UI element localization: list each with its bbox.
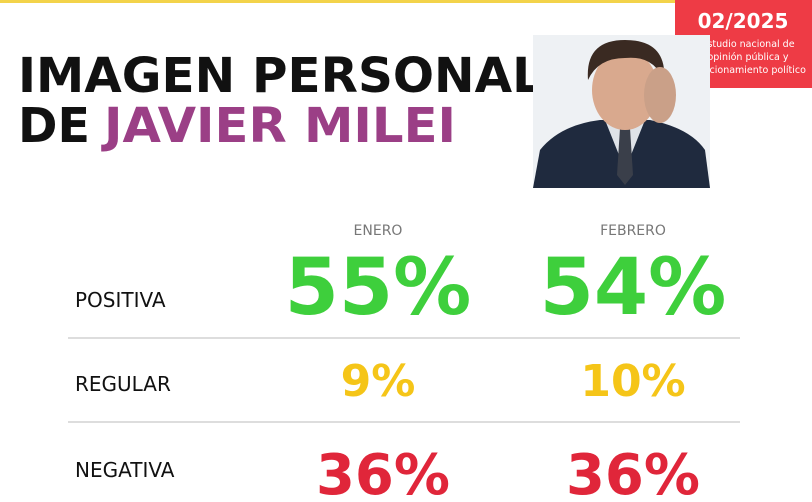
badge-date: 02/2025 [698, 9, 789, 33]
photo-face [592, 50, 658, 130]
row-label: POSITIVA [75, 288, 166, 312]
cell-value: 55% [285, 243, 472, 333]
cell-value: 36% [566, 443, 700, 502]
photo [533, 35, 710, 188]
column-header: ENERO [354, 223, 403, 239]
badge-line: opinión pública y [707, 52, 788, 63]
cell-value: 54% [540, 243, 727, 333]
cell-value: 9% [341, 356, 416, 407]
row-label: REGULAR [75, 372, 171, 396]
title-prefix: DE [18, 98, 90, 154]
photo-hair [587, 40, 665, 82]
row-label: NEGATIVA [75, 458, 175, 482]
title-line: IMAGEN PERSONAL [18, 48, 543, 104]
badge-line: Estudio nacional de [701, 39, 794, 50]
cell-value: 10% [580, 356, 685, 407]
top-stripe [0, 0, 812, 3]
title-name: JAVIER MILEI [101, 98, 456, 154]
photo-tie [617, 128, 633, 185]
cell-value: 36% [316, 443, 450, 502]
photo-hand [644, 67, 676, 123]
badge-line: posicionamiento político [690, 65, 806, 76]
column-header: FEBRERO [600, 223, 666, 239]
